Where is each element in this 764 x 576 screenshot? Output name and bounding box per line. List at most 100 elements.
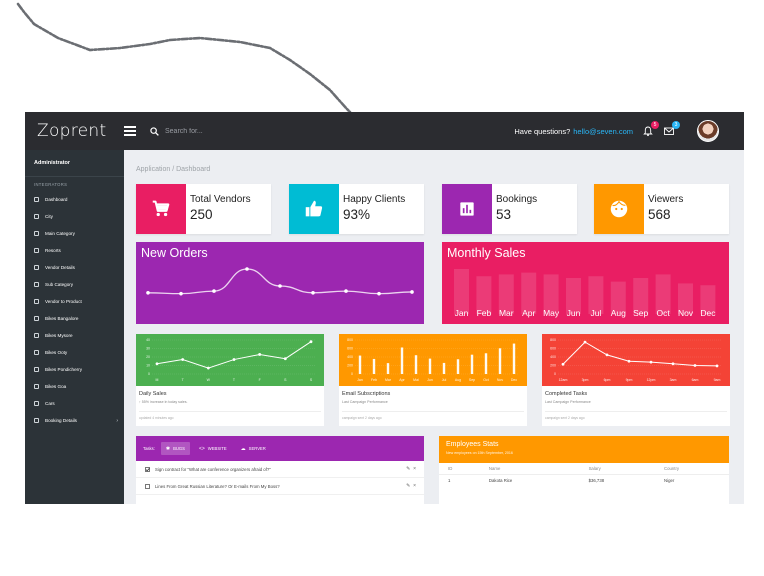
new-orders-point[interactable] [245,267,249,271]
monthly-sales-bar[interactable] [476,276,492,314]
y-tick-label: 600 [550,347,556,351]
task-checkbox[interactable] [145,466,150,472]
chart-bar[interactable] [470,354,474,374]
search-icon[interactable] [150,126,159,136]
chart-bar[interactable] [400,347,404,374]
col-id: ID [439,463,480,475]
monthly-sales-bar[interactable] [678,283,693,314]
new-orders-point[interactable] [179,291,183,296]
chart-bar[interactable] [386,363,390,374]
month-label: Jan [454,308,469,318]
new-orders-point[interactable] [311,291,315,295]
new-orders-point[interactable] [344,289,348,293]
menu-toggle-icon[interactable] [124,126,136,136]
questions-label: Have questions? [514,126,571,136]
cell-name: Dakota Rice [488,477,513,483]
sidebar-item-bikes-ooty[interactable]: Bikes Ooty [25,344,124,361]
delete-icon[interactable]: × [413,483,416,489]
stat-card-bookings[interactable]: Bookings 53 [442,184,577,234]
delete-icon[interactable]: × [413,466,416,472]
monthly-sales-bar[interactable] [610,281,626,314]
user-avatar[interactable] [697,120,719,142]
breadcrumb: Application / Dashboard [136,166,211,173]
monthly-sales-bar[interactable] [633,278,649,314]
chart-point[interactable] [283,357,287,361]
sidebar-item-dashboard[interactable]: Dashboard [25,191,124,208]
sidebar-item-bikes-goa[interactable]: Bikes Goa [25,378,124,395]
edit-icon[interactable]: ✎ [406,483,411,489]
stat-card-viewers[interactable]: Viewers 568 [594,184,729,234]
stat-card-vendors[interactable]: Total Vendors 250 [136,184,271,234]
chart-point[interactable] [627,359,631,363]
brand-logo[interactable]: Zoprent [37,121,107,141]
chart-point[interactable] [605,353,609,357]
messages-button[interactable]: 3 [663,121,680,137]
sidebar-item-sub-category[interactable]: Sub Category [25,276,124,293]
chart-bar[interactable] [414,355,418,374]
chart-point[interactable] [693,364,697,367]
table-row[interactable]: 1 Dakota Rice $36,738 Niger [439,474,729,486]
sidebar-item-city[interactable]: City [25,208,124,225]
layers-icon [34,248,39,253]
monthly-sales-title: Monthly Sales [447,246,526,260]
task-checkbox[interactable] [145,483,150,489]
chart-bar[interactable] [456,359,460,374]
sidebar-item-main-category[interactable]: Main Category [25,225,124,242]
monthly-sales-bar[interactable] [566,278,581,314]
new-orders-point[interactable] [212,289,216,293]
chart-bar[interactable] [428,358,432,374]
tab-website[interactable]: <> WEBSITE [194,442,232,455]
chart-point[interactable] [309,340,313,344]
monthly-sales-bar[interactable] [521,272,537,314]
sidebar-item-bikes-bangalore[interactable]: Bikes Bangalore [25,310,124,327]
col-name: Name [479,463,580,475]
tab-server[interactable]: ☁ SERVER [236,442,271,455]
sidebar-item-bikes-mysore[interactable]: Bikes Mysore [25,327,124,344]
chart-point[interactable] [715,364,719,368]
monthly-sales-bar[interactable] [655,274,671,314]
chart-point[interactable] [258,353,262,356]
edit-icon[interactable]: ✎ [406,466,411,472]
monthly-sales-bar[interactable] [543,274,559,314]
sidebar-item-vendor-to-product[interactable]: Vendor to Product [25,293,124,310]
chart-point[interactable] [649,360,653,364]
monthly-sales-bar[interactable] [498,274,514,314]
dashboard-window: Zoprent Have questions? hello@seven.com … [25,112,744,504]
new-orders-point[interactable] [146,291,150,295]
chart-point[interactable] [155,362,159,366]
chart-bar[interactable] [512,343,516,374]
chart-point[interactable] [671,362,675,366]
sidebar-item-vendor-details[interactable]: Vendor Details [25,259,124,276]
completed-tasks-desc: Last Campaign Performance [545,400,591,404]
new-orders-point[interactable] [410,290,414,294]
monthly-sales-bar[interactable] [454,269,469,314]
chart-bar[interactable] [358,355,362,374]
notifications-button[interactable]: 5 [642,121,659,137]
new-orders-point[interactable] [377,291,381,296]
sidebar-item-booking-details[interactable]: Booking Details › [25,412,124,429]
tab-bugs[interactable]: ✱ BUGS [160,442,190,455]
chart-bar[interactable] [484,353,488,374]
support-email-link[interactable]: hello@seven.com [573,126,633,136]
search-input[interactable] [165,127,285,135]
new-orders-point[interactable] [278,284,282,288]
monthly-sales-bar[interactable] [700,285,716,314]
chart-bar[interactable] [442,362,446,374]
monthly-sales-bar[interactable] [588,276,604,314]
sidebar-item-label: Dashboard [45,197,68,202]
y-tick-label: 0 [351,372,353,376]
chart-point[interactable] [583,340,587,344]
chart-point[interactable] [181,358,185,361]
sidebar-item-cars[interactable]: Cars [25,395,124,412]
chart-line [562,341,718,367]
sidebar-item-bikes-pondicherry[interactable]: Bikes Pondicherry [25,361,124,378]
sidebar-item-resorts[interactable]: Resorts [25,242,124,259]
chart-bar[interactable] [498,348,502,374]
chart-point[interactable] [561,362,565,366]
chart-bar[interactable] [372,358,376,374]
chart-point[interactable] [232,358,236,361]
sidebar-user-name[interactable]: Administrator [25,150,124,177]
stat-card-clients[interactable]: Happy Clients 93% [289,184,424,234]
chart-point[interactable] [206,366,210,370]
x-tick-label: 3am [670,378,677,382]
